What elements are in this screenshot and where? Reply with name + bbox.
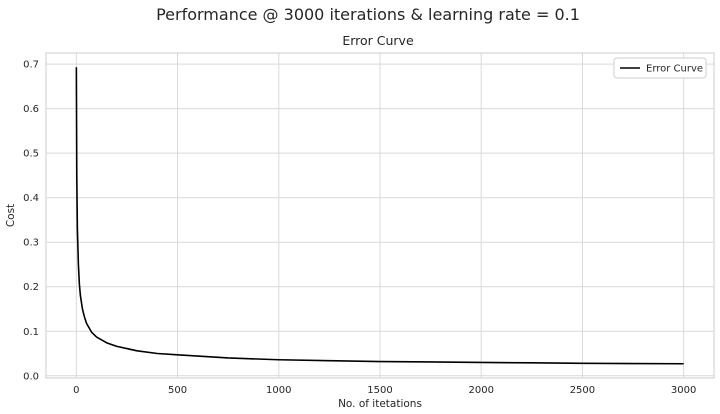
x-tick-label: 500 [168, 385, 187, 396]
y-tick-label: 0.3 [23, 238, 39, 249]
chart-title: Error Curve [342, 33, 414, 48]
series-line-error-curve [75, 67, 684, 365]
figure-suptitle: Performance @ 3000 iterations & learning… [156, 5, 580, 24]
y-tick-label: 0.1 [23, 327, 39, 338]
x-tick-label: 3000 [671, 385, 696, 396]
legend: Error Curve [613, 57, 707, 79]
y-tick-label: 0.5 [23, 149, 39, 160]
plot-area: 0 500 1000 1500 2000 2500 3000 0.0 0.1 0.2 0.3 0.4… [23, 52, 715, 396]
x-tick-label: 1500 [367, 385, 392, 396]
y-tick-label: 0.4 [23, 193, 39, 204]
x-tick-labels: 0 500 1000 1500 2000 2500 3000 [73, 385, 696, 396]
y-tick-label: 0.6 [23, 104, 39, 115]
series-lines [75, 67, 684, 365]
grid [46, 53, 714, 378]
x-tick-label: 1000 [266, 385, 291, 396]
y-tick-labels: 0.0 0.1 0.2 0.3 0.4 0.5 0.6 0.7 [23, 60, 39, 383]
x-tick-label: 2000 [468, 385, 493, 396]
y-axis-label: Cost [5, 204, 17, 227]
legend-label-error-curve: Error Curve [646, 64, 703, 75]
x-axis-label: No. of itetations [338, 398, 422, 410]
legend-box [613, 57, 707, 79]
y-tick-label: 0.2 [23, 282, 39, 293]
y-tick-label: 0.0 [23, 371, 39, 382]
x-tick-label: 0 [73, 385, 79, 396]
y-tick-label: 0.7 [23, 60, 39, 71]
x-tick-label: 2500 [570, 385, 595, 396]
